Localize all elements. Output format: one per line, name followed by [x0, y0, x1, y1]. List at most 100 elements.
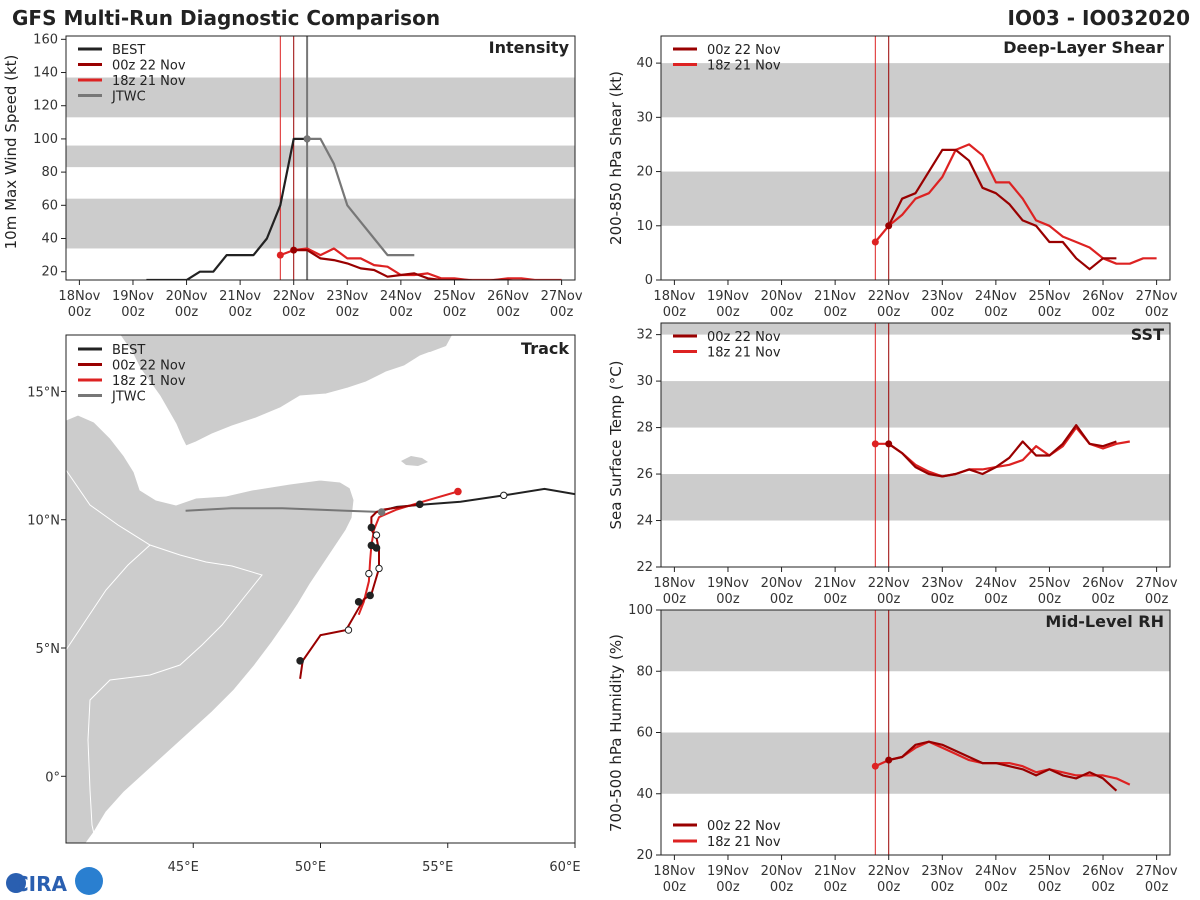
- land-oman: [380, 335, 452, 352]
- map-ytick-label: 0°: [45, 770, 60, 785]
- border-lines-3: [66, 379, 171, 446]
- intensity-xtick-day: 27Nov: [541, 289, 583, 304]
- land-layer: [66, 335, 453, 843]
- intensity-line-best: [146, 137, 308, 280]
- rh-xtick-day: 27Nov: [1136, 864, 1178, 879]
- shear-legend-label-run_18z: 18z 21 Nov: [707, 59, 781, 74]
- logo-text: CIRA: [14, 872, 68, 896]
- intensity-line-run_00z: [293, 249, 517, 280]
- sst-xtick-day: 27Nov: [1136, 576, 1178, 591]
- track-marker-filled-run_18z: [454, 487, 462, 496]
- logo-globe-right: [75, 867, 103, 895]
- intensity-ytick-label: 160: [33, 32, 58, 47]
- sst-xtick-day: 21Nov: [814, 576, 856, 591]
- sst-title: SST: [1131, 325, 1164, 344]
- rh-xtick-day: 18Nov: [653, 864, 695, 879]
- rh-bands: [661, 610, 1170, 794]
- rh-ytick-label: 20: [636, 848, 653, 863]
- land-africa: [66, 414, 355, 843]
- sst-xtick-day: 19Nov: [707, 576, 749, 591]
- rh-xtick-hour: 00z: [663, 880, 687, 895]
- sst-series: [871, 424, 1130, 478]
- rh-xtick-hour: 00z: [770, 880, 794, 895]
- rh-xtick-day: 25Nov: [1028, 864, 1070, 879]
- track-marker-filled-run_00z: [354, 598, 363, 606]
- sst-ylabel: Sea Surface Temp (°C): [607, 360, 625, 529]
- sst-xtick-hour: 00z: [716, 592, 740, 607]
- intensity-legend-label-jtwc: JTWC: [111, 90, 146, 105]
- shear-xtick-day: 18Nov: [653, 289, 695, 304]
- intensity-band-2: [66, 77, 575, 118]
- sst-xtick-hour: 00z: [823, 592, 847, 607]
- sst-xtick-day: 20Nov: [761, 576, 803, 591]
- intensity-start-marker-run_00z: [290, 246, 298, 254]
- rh-ytick-label: 80: [636, 664, 653, 679]
- track-marker-open-run_00z: [375, 564, 383, 573]
- intensity-xtick-hour: 00z: [443, 305, 467, 320]
- map-xtick-label: 60°E: [549, 860, 580, 875]
- shear-title: Deep-Layer Shear: [1003, 38, 1164, 57]
- shear-xtick-day: 19Nov: [707, 289, 749, 304]
- rh-xtick-hour: 00z: [984, 880, 1008, 895]
- intensity-xtick-day: 20Nov: [166, 289, 208, 304]
- track-marker-open-best: [500, 491, 508, 500]
- sst-ytick-label: 24: [636, 514, 653, 529]
- rh-legend-label-run_00z: 00z 22 Nov: [707, 819, 781, 834]
- map-ytick-label: 5°N: [36, 642, 61, 657]
- rh-xtick-day: 24Nov: [975, 864, 1017, 879]
- intensity-ytick-label: 100: [33, 132, 58, 147]
- sst-band-1: [661, 381, 1170, 428]
- intensity-xtick-day: 19Nov: [112, 289, 154, 304]
- shear-xtick-hour: 00z: [877, 305, 901, 320]
- intensity-frame: [65, 35, 576, 281]
- sst-ytick-label: 26: [636, 467, 653, 482]
- track-line-run_00z: [299, 503, 420, 679]
- sst-plot-bg: [661, 323, 1170, 567]
- shear-xtick-hour: 00z: [1145, 305, 1169, 320]
- map-xtick-label: 50°E: [295, 860, 326, 875]
- intensity-xtick-hour: 00z: [496, 305, 520, 320]
- map-ytick-label: 10°N: [27, 514, 60, 529]
- sst-xtick-day: 25Nov: [1028, 576, 1070, 591]
- intensity-ytick-label: 40: [41, 232, 58, 247]
- intensity-ytick-label: 140: [33, 66, 58, 81]
- sst-band-2: [661, 323, 1170, 335]
- intensity-panel: 10m Max Wind Speed (kt) 20 40 60 80 100 120 14…: [2, 32, 583, 320]
- sst-band-0: [661, 474, 1170, 521]
- rh-title: Mid-Level RH: [1045, 612, 1164, 631]
- logo-globe-left: [6, 873, 26, 893]
- sst-frame: [660, 322, 1171, 568]
- sst-xtick-hour: 00z: [984, 592, 1008, 607]
- intensity-title: Intensity: [489, 38, 570, 57]
- shear-bands: [661, 63, 1170, 226]
- track-legend-label-jtwc: JTWC: [111, 390, 146, 405]
- sst-panel: Sea Surface Temp (°C) 22242628303218Nov0…: [607, 322, 1178, 607]
- intensity-ytick-label: 80: [41, 165, 58, 180]
- sst-legend-label-run_18z: 18z 21 Nov: [707, 346, 781, 361]
- shear-ylabel: 200-850 hPa Shear (kt): [607, 71, 625, 245]
- track-marker-filled-run_00z: [367, 523, 376, 532]
- sst-xtick-hour: 00z: [770, 592, 794, 607]
- shear-xtick-hour: 00z: [984, 305, 1008, 320]
- track-lines: [185, 487, 575, 679]
- shear-xtick-day: 24Nov: [975, 289, 1017, 304]
- storm-id: IO03 - IO032020: [1008, 6, 1190, 30]
- track-title: Track: [521, 339, 569, 358]
- track-marker-open-run_00z: [372, 531, 381, 539]
- shear-xtick-day: 23Nov: [921, 289, 963, 304]
- sst-xtick-hour: 00z: [1091, 592, 1115, 607]
- rh-xtick-hour: 00z: [1038, 880, 1062, 895]
- rh-xtick-day: 20Nov: [761, 864, 803, 879]
- sst-ytick-label: 32: [636, 328, 653, 343]
- intensity-xtick-day: 25Nov: [433, 289, 475, 304]
- map-ytick-label: 15°N: [27, 385, 60, 400]
- shear-band-1: [661, 63, 1170, 118]
- intensity-line-jtwc: [307, 137, 415, 257]
- sst-xtick-day: 18Nov: [653, 576, 695, 591]
- shear-legend-label-run_00z: 00z 22 Nov: [707, 43, 781, 58]
- shear-xtick-hour: 00z: [716, 305, 740, 320]
- sst-line-run_00z: [888, 424, 1117, 478]
- shear-xtick-day: 21Nov: [814, 289, 856, 304]
- shear-xtick-hour: 00z: [770, 305, 794, 320]
- intensity-xtick-hour: 00z: [68, 305, 92, 320]
